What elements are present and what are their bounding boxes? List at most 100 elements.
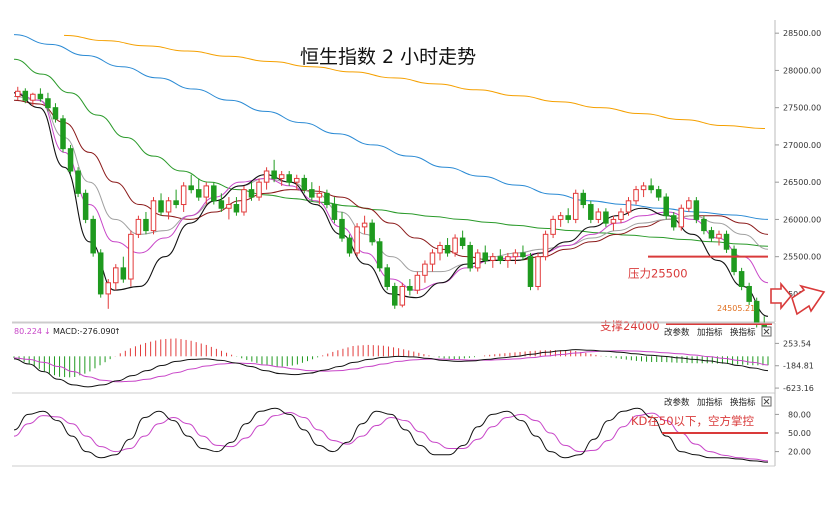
candle bbox=[263, 167, 270, 190]
macd-series bbox=[13, 338, 769, 388]
price-panel: 28500.00 28000.00 27500.00 27000.00 26500.00… bbox=[12, 20, 826, 335]
kd-add-indicator-button[interactable]: 加指标 bbox=[697, 397, 723, 408]
candle bbox=[550, 215, 556, 239]
arrow-down-icon: ↓ bbox=[44, 327, 51, 336]
macd-axis: 253.54 -184.81 -623.16 bbox=[775, 339, 814, 393]
candle bbox=[22, 88, 29, 104]
candle bbox=[256, 178, 262, 201]
kd-annotation: KD在50以下，空方掌控 bbox=[631, 414, 755, 428]
candle bbox=[731, 245, 737, 276]
ma-line bbox=[13, 34, 769, 220]
candle bbox=[82, 189, 89, 224]
candle bbox=[233, 197, 240, 216]
candle bbox=[113, 264, 119, 291]
candle bbox=[701, 215, 707, 235]
candle bbox=[603, 208, 609, 227]
support-label: 支撑24000 bbox=[600, 319, 660, 333]
candle bbox=[407, 279, 413, 296]
kd-tick-label: 20.00 bbox=[788, 448, 811, 457]
candle bbox=[459, 230, 466, 250]
price-tick-label: 28500.00 bbox=[783, 29, 821, 38]
kd-tick-label: 50.00 bbox=[788, 429, 811, 438]
candle bbox=[120, 256, 127, 283]
macd-edit-params-button[interactable]: 改参数 bbox=[664, 327, 690, 338]
price-annotations: 压力25500 24505.21 支撑24000 bbox=[600, 255, 826, 333]
chart-title: 恒生指数 2 小时走势 bbox=[300, 46, 476, 68]
candle bbox=[369, 219, 375, 246]
candle bbox=[75, 167, 81, 198]
candle bbox=[316, 185, 323, 205]
candle bbox=[324, 189, 330, 209]
kd-k-line bbox=[13, 407, 769, 463]
candle bbox=[512, 249, 519, 265]
candle bbox=[572, 189, 579, 224]
candle bbox=[444, 238, 451, 257]
last-price-label: 24505.21 bbox=[717, 304, 755, 313]
ma-line bbox=[63, 34, 766, 130]
candle bbox=[723, 230, 730, 253]
candle bbox=[361, 215, 368, 235]
macd-add-indicator-button[interactable]: 加指标 bbox=[697, 327, 723, 338]
candle bbox=[30, 92, 36, 107]
candle bbox=[158, 193, 164, 216]
resistance-label: 压力25500 bbox=[628, 267, 688, 281]
candle bbox=[670, 211, 677, 231]
candle bbox=[708, 226, 715, 242]
candlesticks bbox=[15, 86, 767, 335]
candle bbox=[437, 241, 443, 261]
candle bbox=[467, 241, 473, 272]
price-tick-label: 28000.00 bbox=[783, 66, 821, 75]
candle bbox=[482, 245, 489, 265]
candle bbox=[331, 197, 338, 224]
kd-series bbox=[13, 407, 769, 463]
candle bbox=[580, 189, 587, 209]
candle bbox=[60, 115, 66, 153]
kd-close-icon[interactable] bbox=[761, 396, 772, 407]
kd-edit-params-button[interactable]: 改参数 bbox=[664, 397, 690, 408]
candle bbox=[293, 174, 300, 190]
candle bbox=[195, 178, 202, 201]
candle bbox=[640, 182, 647, 198]
candle bbox=[399, 282, 406, 308]
price-tick-label: 25500.00 bbox=[783, 253, 821, 262]
macd-tick-label: -184.81 bbox=[783, 362, 814, 371]
candle bbox=[497, 249, 504, 265]
candle bbox=[422, 260, 428, 283]
candle bbox=[150, 197, 157, 235]
candle bbox=[738, 267, 745, 291]
candle bbox=[135, 215, 142, 239]
kd-panel: 改参数 加指标 换指标 80.00 50.00 20.00 KD在50以下，空方掌控 bbox=[12, 392, 811, 467]
price-tick-label: 26000.00 bbox=[783, 215, 821, 224]
kd-switch-indicator-button[interactable]: 换指标 bbox=[730, 397, 756, 408]
candle bbox=[180, 182, 187, 212]
macd-tick-label: 253.54 bbox=[783, 339, 811, 348]
candle bbox=[165, 197, 172, 220]
candle bbox=[105, 279, 112, 309]
candle bbox=[15, 86, 21, 101]
candle bbox=[286, 171, 292, 186]
price-tick-label: 26500.00 bbox=[783, 178, 821, 187]
macd-switch-indicator-button[interactable]: 换指标 bbox=[730, 327, 756, 338]
macd-close-icon[interactable] bbox=[761, 326, 772, 337]
candle bbox=[52, 103, 59, 123]
candle bbox=[452, 234, 458, 257]
candle bbox=[716, 230, 722, 246]
candle bbox=[414, 271, 421, 294]
candle bbox=[565, 208, 571, 224]
candle bbox=[618, 208, 624, 224]
candle bbox=[527, 252, 534, 291]
candle bbox=[655, 185, 662, 201]
candle bbox=[339, 211, 345, 242]
candle bbox=[490, 252, 496, 268]
candle bbox=[474, 249, 481, 272]
candle bbox=[309, 182, 315, 201]
candle bbox=[278, 171, 285, 186]
candle bbox=[392, 282, 398, 309]
macd-label: MACD:-276.090 bbox=[53, 327, 116, 336]
candle bbox=[625, 197, 632, 216]
candle bbox=[595, 208, 602, 224]
candle bbox=[218, 193, 225, 212]
candle bbox=[128, 230, 134, 287]
candle bbox=[633, 185, 639, 205]
